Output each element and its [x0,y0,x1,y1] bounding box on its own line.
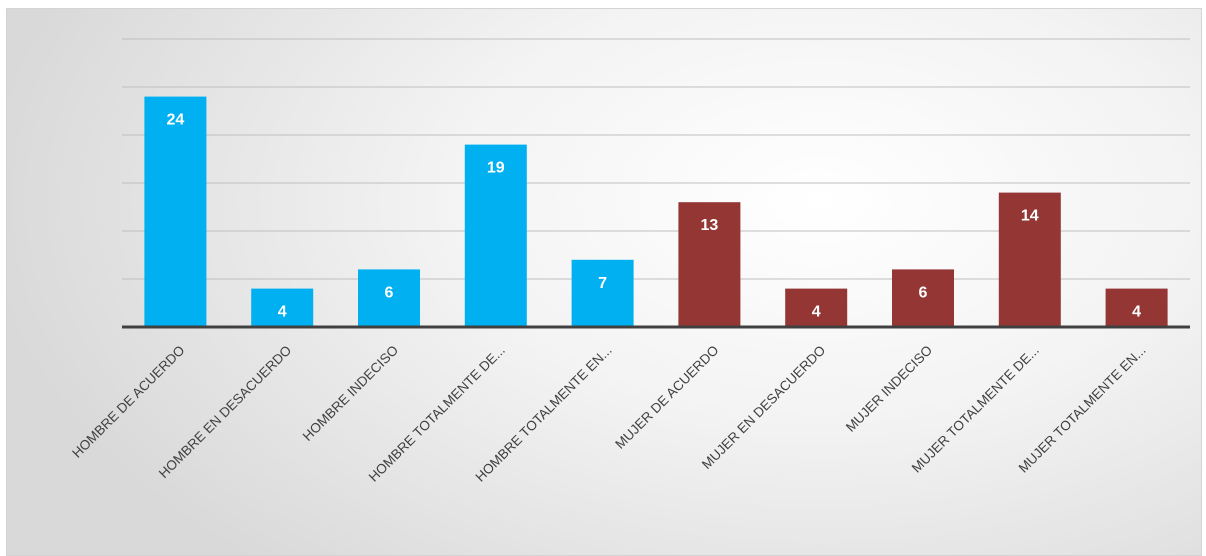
bar-value-label: 14 [1021,208,1039,225]
x-tick-label: HOMBRE DE ACUERDO [69,343,187,461]
bar [251,288,314,327]
x-tick-label: MUJER INDECISO [843,343,935,435]
bar-value-label: 24 [167,112,185,129]
bar [785,288,848,327]
x-tick-label: HOMBRE INDECISO [300,343,401,444]
x-tick-label: MUJER EN DESACUERDO [699,343,828,472]
bar [144,96,207,327]
x-tick-label: MUJER TOTALMENTE EN... [1016,343,1149,476]
bar-value-label: 19 [487,160,505,177]
bar [358,269,420,327]
bar [892,269,954,327]
bar [571,259,634,327]
x-tick-label: MUJER DE ACUERDO [612,343,721,452]
bar [464,144,527,327]
bar-value-label: 13 [701,217,719,234]
bar-value-label: 4 [278,304,287,321]
bar [678,202,741,327]
value-labels: 24 4 6 19 7 13 4 6 14 4 [167,112,1142,321]
bar-value-label: 7 [598,275,607,292]
x-tick-label: MUJER TOTALMENTE DE... [909,343,1042,476]
bar-value-label: 6 [919,284,928,301]
bars [144,96,1168,327]
bar-value-label: 4 [812,304,821,321]
bar [998,192,1061,327]
bar [1105,288,1168,327]
bar-value-label: 4 [1132,304,1141,321]
bar-value-label: 6 [385,284,394,301]
